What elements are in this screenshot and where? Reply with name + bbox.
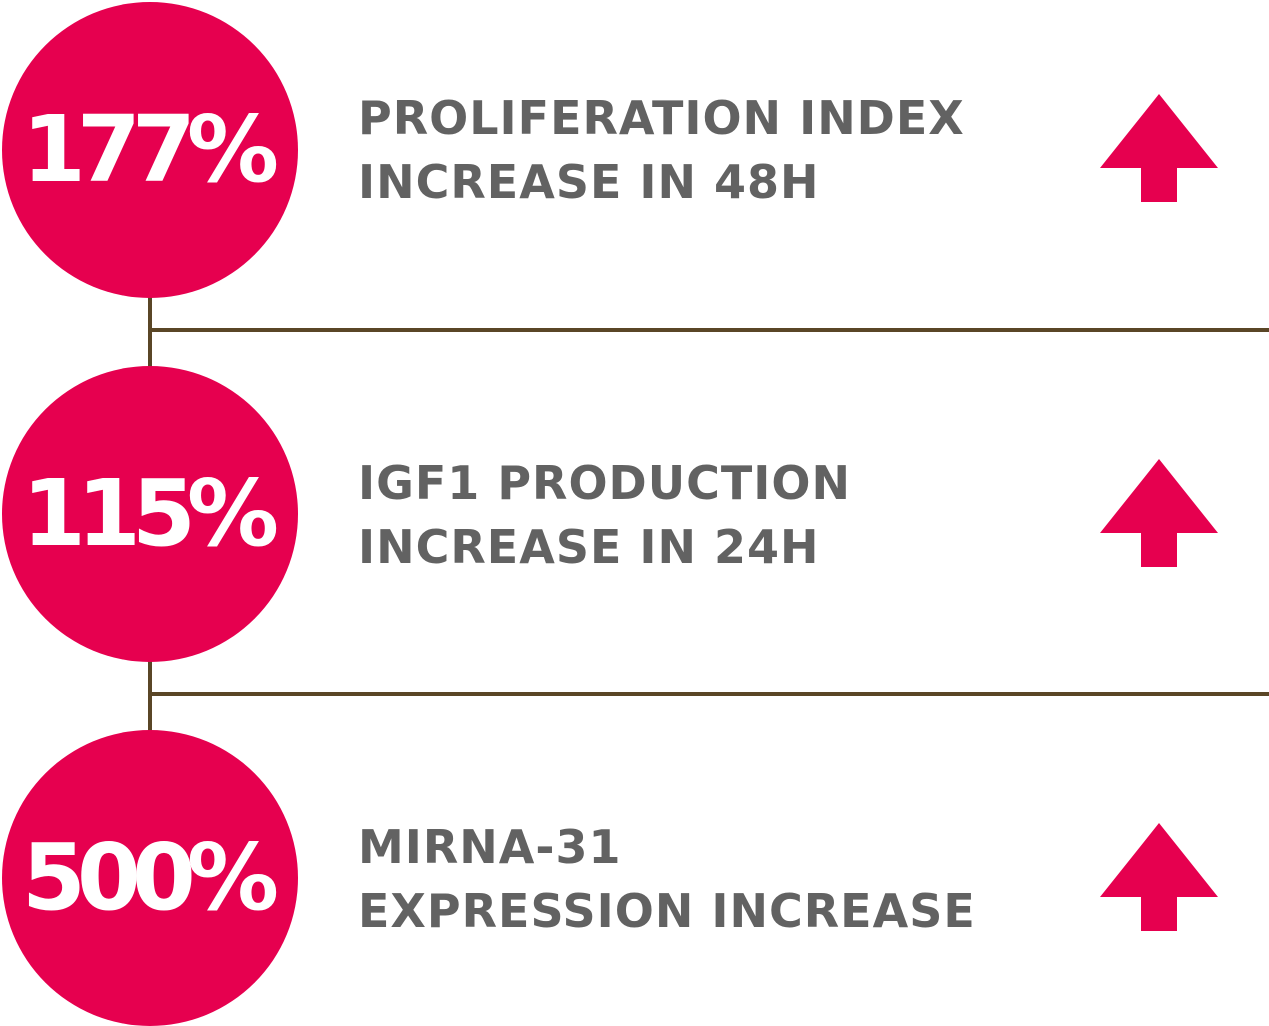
stat-value-1: 177% — [21, 96, 279, 203]
arrow-up-icon — [1100, 459, 1218, 567]
stat-circle-2: 115% — [2, 366, 298, 662]
stat-label-3-line-2: EXPRESSION INCREASE — [358, 884, 976, 938]
stat-label-1-line-1: PROLIFERATION INDEX — [358, 91, 965, 145]
arrow-up-icon — [1100, 823, 1218, 931]
divider-line-1 — [148, 328, 1269, 332]
stat-value-2: 115% — [21, 460, 279, 567]
stat-label-3-line-1: MIRNA-31 — [358, 820, 622, 874]
stat-circle-3: 500% — [2, 730, 298, 1026]
stat-circle-1: 177% — [2, 2, 298, 298]
divider-line-2 — [148, 692, 1269, 696]
stat-label-1-line-2: INCREASE IN 48H — [358, 155, 820, 209]
stat-label-1: PROLIFERATION INDEX INCREASE IN 48H — [358, 86, 965, 214]
stat-label-2-line-1: IGF1 PRODUCTION — [358, 456, 851, 510]
stat-value-3: 500% — [21, 824, 279, 931]
stat-label-3: MIRNA-31 EXPRESSION INCREASE — [358, 815, 976, 943]
stat-label-2-line-2: INCREASE IN 24H — [358, 520, 820, 574]
arrow-up-icon — [1100, 94, 1218, 202]
stat-label-2: IGF1 PRODUCTION INCREASE IN 24H — [358, 451, 851, 579]
